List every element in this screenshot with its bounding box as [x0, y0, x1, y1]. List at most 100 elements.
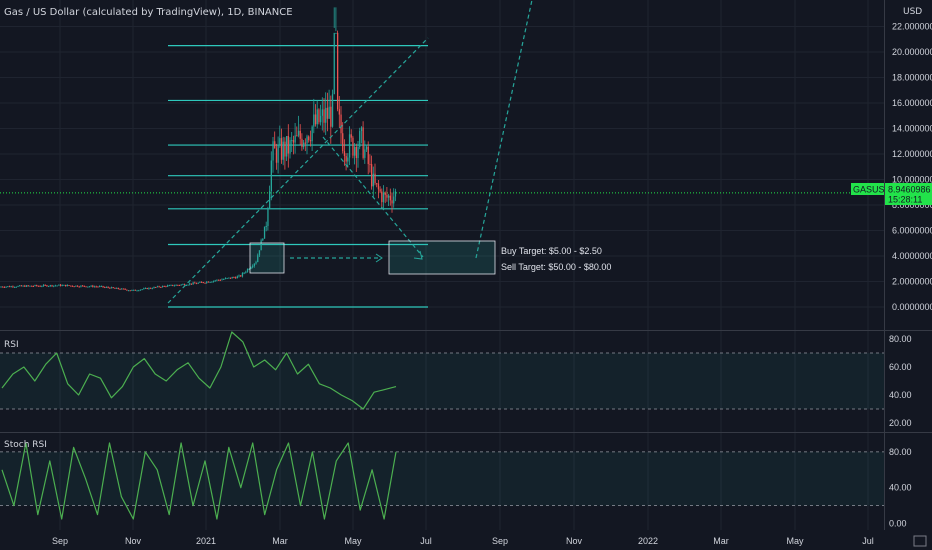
candle-body	[182, 284, 184, 286]
candle-body	[347, 157, 349, 162]
candle-body	[88, 286, 91, 288]
candle-body	[66, 284, 68, 287]
candle-body	[56, 285, 58, 287]
candle-body	[163, 285, 165, 287]
candle-body	[320, 115, 322, 123]
price-badge: GASUSD 8.9460986 15:28:11	[851, 183, 932, 205]
rsi-pane[interactable]: 20.00 40.00 60.00 80.00	[0, 331, 912, 428]
candle-body	[122, 288, 125, 290]
time-tick-label: Sep	[52, 536, 68, 546]
indicator-tick-label: 80.00	[889, 334, 912, 344]
candle-body	[218, 279, 220, 281]
candle-body	[42, 284, 45, 287]
candle-body	[73, 286, 75, 288]
candle-body	[107, 286, 109, 288]
price-tick-label: 2.0000000	[892, 277, 932, 287]
candle-body	[34, 285, 36, 287]
candle-body	[381, 191, 383, 203]
candle-body	[274, 141, 276, 149]
candle-body	[214, 280, 216, 282]
trend-line-down[interactable]	[322, 136, 424, 258]
candle-body	[348, 134, 351, 158]
candle-body	[354, 147, 356, 156]
candle-body	[82, 285, 84, 287]
price-tick-label: 10.0000000	[892, 175, 932, 185]
candle-body	[177, 284, 179, 286]
projection-line[interactable]	[475, 0, 533, 259]
candle-body	[146, 287, 148, 290]
candle-body	[211, 281, 213, 283]
time-tick-label: May	[344, 536, 362, 546]
candle-body	[296, 135, 298, 137]
candle-body	[150, 287, 152, 289]
candle-body	[321, 109, 323, 116]
accumulation-box[interactable]	[249, 242, 285, 274]
candle-body	[7, 286, 9, 288]
candle-body	[357, 146, 359, 159]
grid-lines	[0, 0, 884, 530]
time-tick-label: Nov	[566, 536, 583, 546]
band-fill	[0, 451, 884, 506]
indicator-tick-label: 80.00	[889, 447, 912, 457]
candle-body	[105, 286, 108, 288]
candle-body	[238, 275, 240, 277]
candle-body	[15, 286, 17, 288]
price-pane[interactable]	[0, 0, 884, 308]
price-tick-label: 6.0000000	[892, 226, 932, 236]
candle-body	[27, 285, 29, 287]
candle-body	[143, 288, 145, 290]
candle-body	[308, 136, 310, 141]
candle-body	[252, 266, 254, 268]
candle-body	[126, 289, 128, 291]
candle-body	[389, 195, 391, 201]
candle-body	[287, 136, 289, 154]
trend-line-up[interactable]	[167, 37, 429, 304]
candle-body	[388, 195, 390, 198]
candle-body	[233, 277, 235, 279]
candle-body	[153, 286, 155, 289]
candle-body	[178, 284, 181, 286]
candle-body	[352, 137, 354, 156]
candle-body	[121, 288, 123, 290]
candle-body	[190, 283, 193, 285]
candle-body	[102, 285, 104, 288]
target-box[interactable]	[388, 240, 496, 275]
candle-body	[133, 289, 135, 291]
candle-body	[131, 289, 133, 291]
candle-body	[110, 287, 113, 289]
time-tick-label: Jul	[862, 536, 874, 546]
candle-body	[51, 285, 53, 287]
candle-body	[294, 135, 296, 143]
indicator-tick-label: 0.00	[889, 519, 907, 529]
time-axis[interactable]: Sep Nov 2021 Mar May Jul Sep Nov 2022 Mar May Jul	[52, 536, 874, 546]
time-tick-label: Mar	[713, 536, 729, 546]
candle-body	[112, 287, 114, 289]
time-tick-label: Mar	[272, 536, 288, 546]
candle-body	[141, 289, 143, 291]
indicator-tick-label: 20.00	[889, 418, 912, 428]
candle-body	[318, 109, 320, 123]
candle-body	[364, 149, 366, 158]
indicator-tick-label: 40.00	[889, 483, 912, 493]
candle-body	[337, 32, 339, 110]
candle-body	[365, 146, 368, 150]
candle-body	[272, 141, 274, 161]
candle-body	[0, 286, 2, 288]
chart-area-icon[interactable]	[913, 535, 927, 547]
stoch-rsi-pane[interactable]: 0.00 40.00 80.00	[0, 442, 912, 529]
candle-body	[311, 126, 313, 142]
candle-body	[19, 285, 21, 287]
candle-body	[235, 277, 237, 279]
candle-body	[180, 284, 182, 286]
candle-body	[199, 281, 201, 283]
candle-body	[127, 290, 130, 292]
candle-body	[267, 209, 269, 226]
candle-body	[275, 148, 278, 163]
candle-body	[116, 287, 118, 289]
candle-body	[46, 285, 48, 287]
candle-body	[258, 250, 261, 256]
candle-body	[282, 141, 284, 160]
candle-body	[138, 290, 140, 292]
